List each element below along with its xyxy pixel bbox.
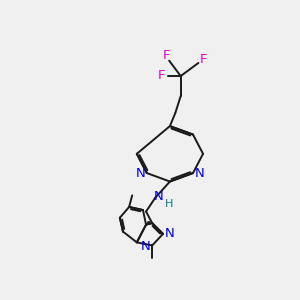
Text: F: F	[158, 69, 165, 82]
Text: N: N	[194, 167, 204, 180]
Text: N: N	[141, 240, 151, 253]
Text: F: F	[200, 53, 208, 66]
Text: N: N	[136, 167, 146, 180]
Text: N: N	[154, 190, 163, 203]
Text: N: N	[164, 226, 174, 240]
Text: H: H	[165, 199, 173, 209]
Text: F: F	[163, 49, 171, 62]
